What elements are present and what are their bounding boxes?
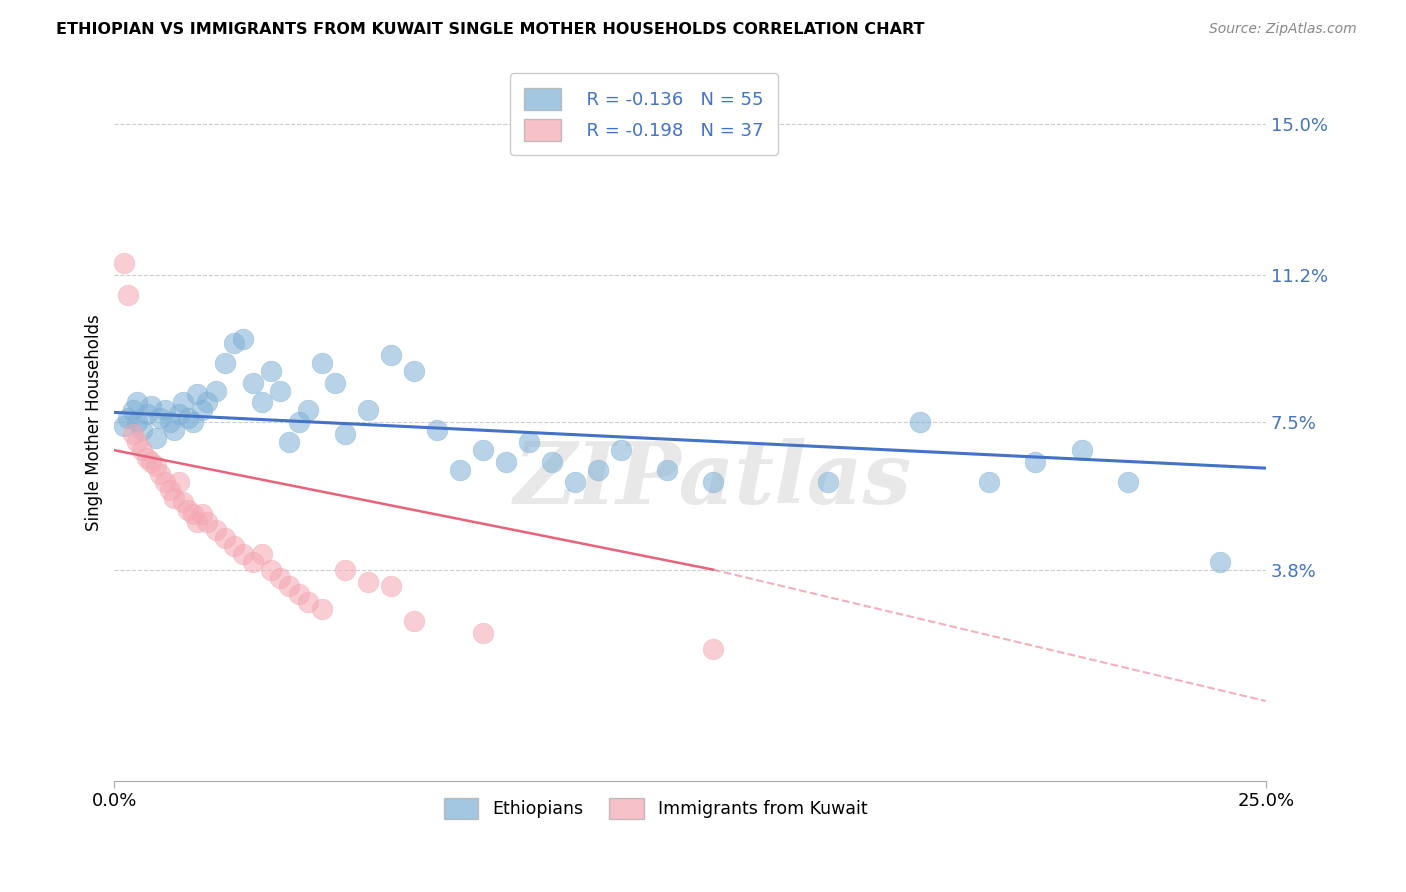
Point — [278, 435, 301, 450]
Point — [287, 415, 309, 429]
Point — [186, 387, 208, 401]
Point — [141, 455, 163, 469]
Point — [127, 435, 149, 450]
Point — [269, 571, 291, 585]
Point — [167, 408, 190, 422]
Point — [910, 415, 932, 429]
Point — [402, 363, 425, 377]
Point — [260, 363, 283, 377]
Point — [979, 475, 1001, 489]
Point — [242, 376, 264, 390]
Point — [311, 356, 333, 370]
Point — [167, 475, 190, 489]
Point — [224, 335, 246, 350]
Point — [1116, 475, 1139, 489]
Point — [817, 475, 839, 489]
Point — [287, 586, 309, 600]
Point — [297, 403, 319, 417]
Point — [117, 411, 139, 425]
Point — [1070, 443, 1092, 458]
Point — [195, 395, 218, 409]
Point — [195, 515, 218, 529]
Point — [112, 256, 135, 270]
Point — [564, 475, 586, 489]
Point — [177, 411, 200, 425]
Point — [380, 578, 402, 592]
Point — [495, 455, 517, 469]
Point — [121, 427, 143, 442]
Point — [191, 403, 214, 417]
Legend: Ethiopians, Immigrants from Kuwait: Ethiopians, Immigrants from Kuwait — [437, 790, 875, 826]
Point — [242, 555, 264, 569]
Point — [204, 523, 226, 537]
Point — [145, 431, 167, 445]
Point — [517, 435, 540, 450]
Point — [333, 427, 356, 442]
Point — [127, 395, 149, 409]
Point — [181, 507, 204, 521]
Point — [135, 408, 157, 422]
Point — [121, 403, 143, 417]
Point — [471, 443, 494, 458]
Point — [214, 531, 236, 545]
Point — [112, 419, 135, 434]
Point — [297, 594, 319, 608]
Text: Source: ZipAtlas.com: Source: ZipAtlas.com — [1209, 22, 1357, 37]
Point — [541, 455, 564, 469]
Point — [1024, 455, 1046, 469]
Point — [135, 451, 157, 466]
Point — [159, 415, 181, 429]
Point — [159, 483, 181, 497]
Text: ETHIOPIAN VS IMMIGRANTS FROM KUWAIT SINGLE MOTHER HOUSEHOLDS CORRELATION CHART: ETHIOPIAN VS IMMIGRANTS FROM KUWAIT SING… — [56, 22, 925, 37]
Point — [260, 563, 283, 577]
Point — [702, 642, 724, 657]
Point — [163, 491, 186, 505]
Point — [655, 463, 678, 477]
Point — [269, 384, 291, 398]
Point — [214, 356, 236, 370]
Point — [173, 495, 195, 509]
Point — [141, 400, 163, 414]
Point — [325, 376, 347, 390]
Point — [149, 411, 172, 425]
Text: ZIPatlas: ZIPatlas — [515, 438, 912, 522]
Point — [250, 547, 273, 561]
Point — [1208, 555, 1230, 569]
Point — [586, 463, 609, 477]
Point — [163, 423, 186, 437]
Point — [153, 403, 176, 417]
Point — [311, 602, 333, 616]
Point — [232, 332, 254, 346]
Point — [333, 563, 356, 577]
Point — [173, 395, 195, 409]
Point — [471, 626, 494, 640]
Point — [177, 503, 200, 517]
Point — [191, 507, 214, 521]
Point — [402, 615, 425, 629]
Point — [153, 475, 176, 489]
Point — [145, 459, 167, 474]
Point — [149, 467, 172, 482]
Y-axis label: Single Mother Households: Single Mother Households — [86, 314, 103, 531]
Point — [117, 288, 139, 302]
Point — [610, 443, 633, 458]
Point — [224, 539, 246, 553]
Point — [204, 384, 226, 398]
Point — [702, 475, 724, 489]
Point — [380, 348, 402, 362]
Point — [278, 578, 301, 592]
Point — [357, 403, 380, 417]
Point — [186, 515, 208, 529]
Point — [127, 415, 149, 429]
Point — [357, 574, 380, 589]
Point — [426, 423, 449, 437]
Point — [181, 415, 204, 429]
Point — [131, 423, 153, 437]
Point — [449, 463, 471, 477]
Point — [232, 547, 254, 561]
Point — [131, 443, 153, 458]
Point — [250, 395, 273, 409]
